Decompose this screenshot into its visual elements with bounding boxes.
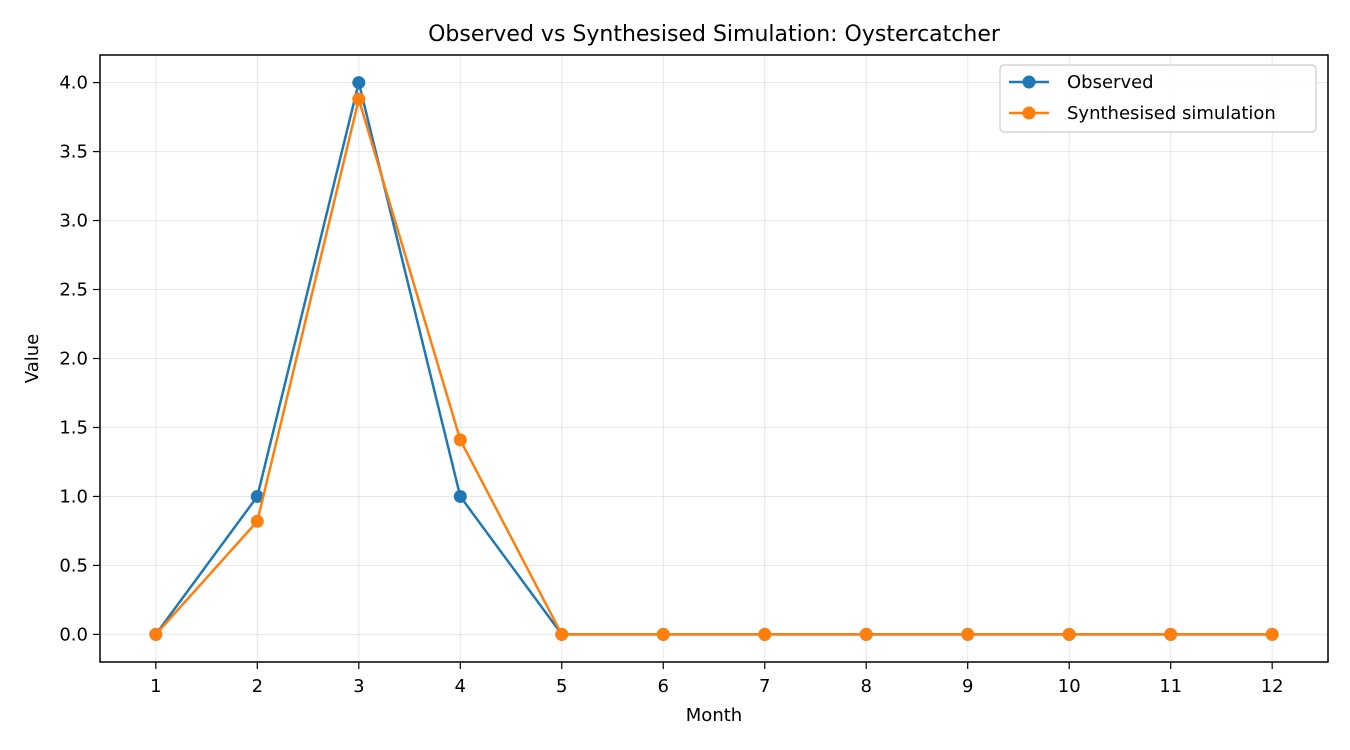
data-point xyxy=(1164,627,1178,641)
data-point xyxy=(859,627,873,641)
data-point xyxy=(149,627,163,641)
y-tick-label: 4.0 xyxy=(59,73,88,94)
data-point xyxy=(758,627,772,641)
x-tick-label: 9 xyxy=(962,676,973,697)
legend-item: Observed xyxy=(1009,72,1154,93)
ticks: 1 2 3 4 5 6 7 8 9 10 11 120.00.51.01.52.02.53.03.54… xyxy=(59,73,1283,697)
data-point xyxy=(656,627,670,641)
data-point xyxy=(352,76,366,90)
series-line xyxy=(154,97,1273,636)
legend-label: Synthesised simulation xyxy=(1067,103,1276,124)
data-point xyxy=(453,489,467,503)
grid xyxy=(100,55,1328,662)
data-point xyxy=(453,433,467,447)
x-tick-label: 1 xyxy=(150,676,161,697)
x-axis-label: Month xyxy=(686,705,742,726)
legend-marker xyxy=(1022,75,1036,89)
x-tick-label: 6 xyxy=(658,676,669,697)
chart-title: Observed vs Synthesised Simulation: Oyst… xyxy=(428,22,1001,47)
x-tick-label: 4 xyxy=(455,676,466,697)
data-point xyxy=(352,92,366,106)
series-synthesised-simulation xyxy=(149,92,1279,641)
data-point xyxy=(555,627,569,641)
data-point xyxy=(1265,627,1279,641)
x-tick-label: 8 xyxy=(861,676,872,697)
legend-label: Observed xyxy=(1067,72,1154,93)
x-tick-label: 12 xyxy=(1261,676,1284,697)
series-layer xyxy=(149,76,1279,641)
y-tick-label: 3.0 xyxy=(59,211,88,232)
data-point xyxy=(250,514,264,528)
data-point xyxy=(250,489,264,503)
y-tick-label: 2.5 xyxy=(59,280,88,301)
y-tick-label: 1.5 xyxy=(59,417,88,438)
x-tick-label: 3 xyxy=(353,676,364,697)
data-point xyxy=(961,627,975,641)
x-tick-label: 7 xyxy=(759,676,770,697)
y-tick-label: 0.5 xyxy=(59,555,88,576)
x-tick-label: 5 xyxy=(556,676,567,697)
legend-item: Synthesised simulation xyxy=(1009,103,1276,124)
y-tick-label: 3.5 xyxy=(59,142,88,163)
legend: Observed Synthesised simulation xyxy=(999,64,1317,133)
y-tick-label: 0.0 xyxy=(59,624,88,645)
legend-box xyxy=(999,64,1317,133)
legend-marker xyxy=(1022,106,1036,120)
x-tick-label: 11 xyxy=(1159,676,1182,697)
x-tick-label: 2 xyxy=(252,676,263,697)
y-tick-label: 2.0 xyxy=(59,349,88,370)
data-point xyxy=(1062,627,1076,641)
y-tick-label: 1.0 xyxy=(59,486,88,507)
y-axis-label: Value xyxy=(22,334,43,383)
x-tick-label: 10 xyxy=(1058,676,1081,697)
